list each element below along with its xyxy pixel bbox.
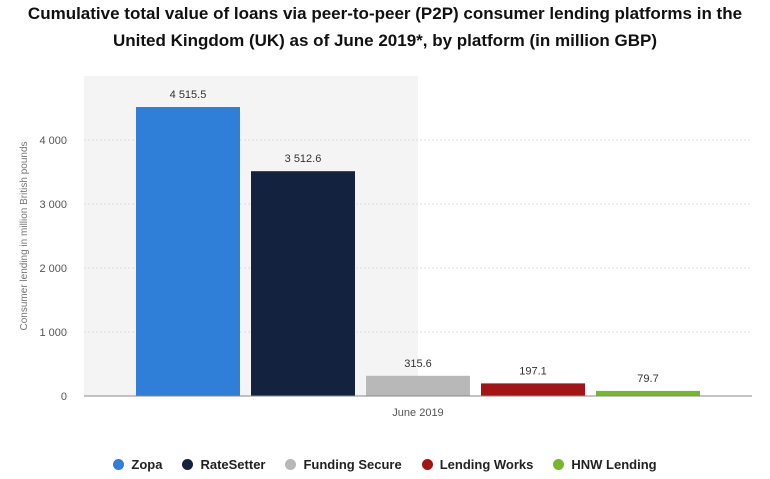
data-labels: 4 515.5 3 512.6 315.6 197.1 79.7 — [170, 89, 659, 385]
legend-item[interactable]: Lending Works — [421, 457, 534, 472]
x-tick-label: June 2019 — [392, 407, 443, 419]
legend-item[interactable]: Zopa — [113, 457, 162, 472]
legend: Zopa RateSetter Funding Secure Lending Work… — [0, 457, 770, 472]
data-label: 197.1 — [519, 365, 547, 377]
legend-label: RateSetter — [200, 457, 266, 472]
legend-label: Lending Works — [439, 457, 534, 472]
legend-marker-icon — [553, 459, 565, 470]
legend-marker-icon — [421, 459, 433, 470]
data-label: 4 515.5 — [170, 89, 207, 101]
legend-marker-icon — [182, 459, 194, 470]
bar-funding-secure — [366, 375, 470, 396]
bar-lending-works — [481, 383, 585, 396]
y-axis-ticks: 0 1 000 2 000 3 000 4 000 — [39, 135, 67, 403]
bars — [136, 107, 700, 397]
data-label: 315.6 — [404, 358, 432, 370]
y-tick-label: 2 000 — [39, 263, 67, 275]
legend-label: Zopa — [131, 457, 163, 472]
y-axis-label: Consumer lending in million British poun… — [19, 142, 30, 331]
legend-label: Funding Secure — [303, 457, 402, 472]
y-tick-label: 1 000 — [39, 327, 67, 339]
bar-zopa — [136, 107, 240, 397]
legend-marker-icon — [285, 459, 297, 470]
data-label: 3 512.6 — [285, 153, 322, 165]
legend-marker-icon — [113, 459, 125, 470]
y-tick-label: 3 000 — [39, 199, 67, 211]
y-tick-label: 4 000 — [39, 135, 67, 147]
legend-item[interactable]: HNW Lending — [553, 457, 657, 472]
legend-label: HNW Lending — [571, 457, 657, 472]
y-tick-label: 0 — [61, 391, 67, 403]
gridlines — [84, 139, 752, 333]
data-label: 79.7 — [637, 373, 658, 385]
legend-item[interactable]: Funding Secure — [285, 457, 402, 472]
bar-ratesetter — [251, 171, 355, 396]
bar-hnw-lending — [596, 390, 700, 396]
chart-title: Cumulative total value of loans via peer… — [27, 4, 743, 50]
legend-item[interactable]: RateSetter — [182, 457, 265, 472]
